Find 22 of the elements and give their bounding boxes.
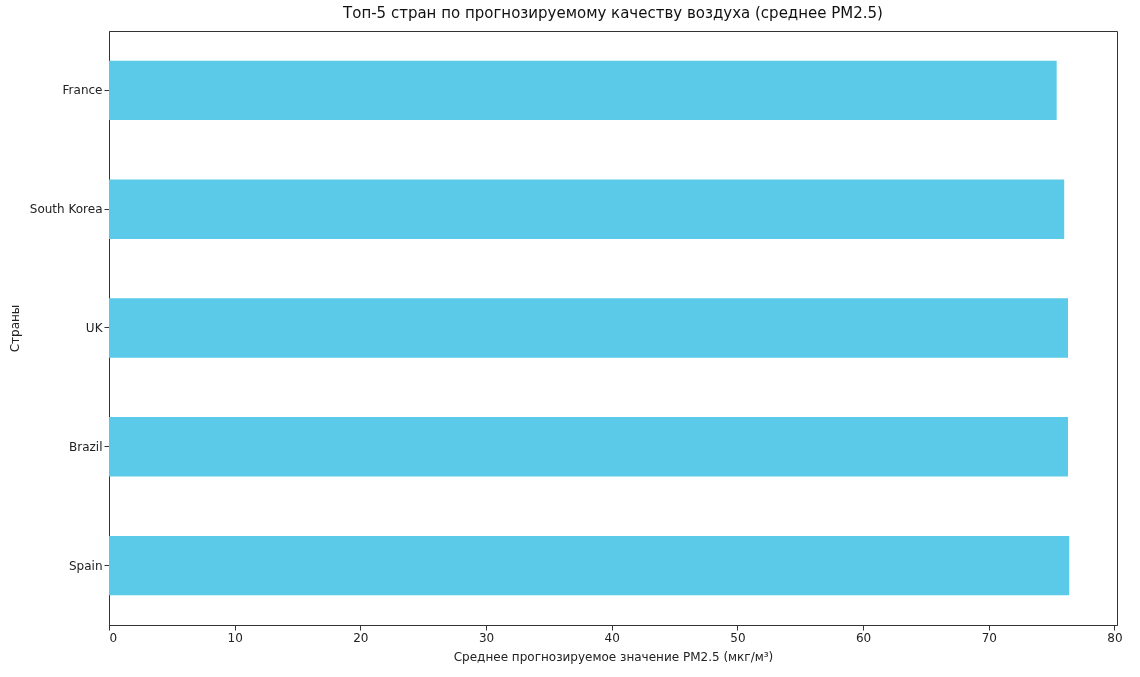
- x-tick-label: 10: [227, 630, 243, 645]
- y-tick-label: Brazil: [69, 439, 103, 454]
- x-tick-label: 20: [353, 630, 369, 645]
- bar: [109, 535, 1070, 596]
- chart-title: Топ-5 стран по прогнозируемому качеству воздуха (среднее PM2.5): [342, 4, 883, 22]
- x-tick-label: 40: [604, 630, 620, 645]
- y-tick-label: UK: [85, 321, 104, 335]
- y-tick-label: Spain: [68, 558, 103, 573]
- x-tick-label: 50: [730, 630, 746, 645]
- x-tick-label: 0: [109, 630, 118, 645]
- y-axis-title: Страны: [7, 304, 22, 353]
- x-tick-label: 30: [478, 630, 495, 645]
- x-tick-label: 60: [855, 630, 872, 645]
- x-tick-label: 70: [981, 630, 997, 645]
- bar: [109, 60, 1057, 121]
- y-tick-label: South Korea: [29, 202, 103, 217]
- x-axis-title: Среднее прогнозируемое значение PM2.5 (мкг/м³): [453, 649, 774, 664]
- bar: [109, 179, 1065, 239]
- y-tick-label: France: [62, 83, 103, 98]
- bar: [109, 298, 1068, 358]
- bar: [109, 417, 1068, 477]
- x-tick-label: 80: [1107, 630, 1123, 645]
